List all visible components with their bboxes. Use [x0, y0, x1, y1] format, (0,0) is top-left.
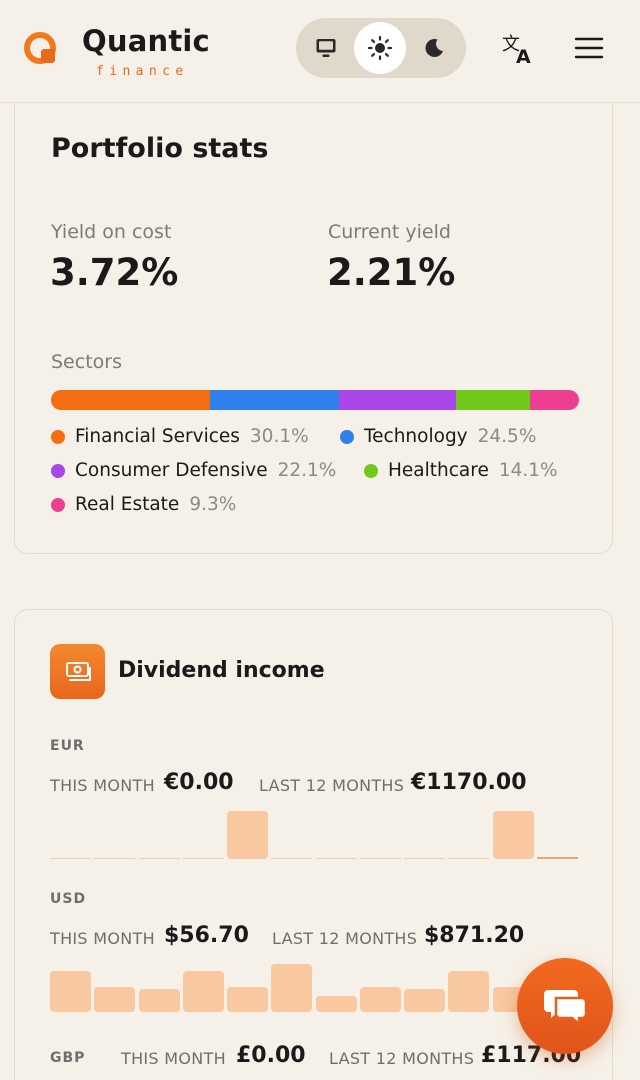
legend-dot — [340, 429, 354, 444]
usd-last-12-months-value: $871.20 — [424, 923, 525, 948]
legend-dot — [51, 497, 65, 512]
last-12-months-label: LAST 12 MONTHS — [272, 929, 418, 948]
month-bar[interactable] — [448, 857, 490, 859]
sector-allocation-bar — [51, 390, 579, 410]
sector-segment-real-estate[interactable] — [529, 390, 579, 410]
legend-name: Technology — [364, 426, 468, 447]
sectors-label: Sectors — [51, 351, 122, 373]
last-12-months-label: LAST 12 MONTHS — [329, 1049, 475, 1068]
usd-this-month-value: $56.70 — [164, 923, 249, 948]
month-bar[interactable] — [271, 857, 313, 859]
sector-segment-financial-services[interactable] — [51, 390, 210, 410]
svg-text:A: A — [516, 46, 531, 66]
theme-system-button[interactable] — [300, 22, 352, 74]
theme-switch — [296, 18, 466, 78]
legend-percent: 30.1% — [249, 426, 309, 447]
money-icon — [50, 644, 105, 699]
hamburger-menu-icon[interactable] — [572, 34, 606, 62]
currency-code-usd: USD — [50, 891, 87, 907]
monitor-icon — [316, 39, 336, 57]
logo-title[interactable]: Quantic — [82, 24, 210, 58]
theme-dark-button[interactable] — [408, 22, 460, 74]
legend-name: Consumer Defensive — [75, 460, 268, 481]
legend-item-financial-services[interactable]: Financial Services 30.1% — [51, 426, 309, 447]
legend-percent: 24.5% — [477, 426, 537, 447]
card-title: Portfolio stats — [51, 133, 269, 164]
legend-name: Real Estate — [75, 494, 180, 515]
month-bar[interactable] — [94, 987, 136, 1012]
legend-dot — [364, 463, 378, 478]
month-bar[interactable] — [315, 995, 357, 1012]
eur-this-month-value: €0.00 — [164, 770, 234, 795]
card-title: Dividend income — [118, 658, 325, 683]
legend-item-consumer-defensive[interactable]: Consumer Defensive 22.1% — [51, 460, 336, 481]
app-header: Quantic finance — [0, 0, 640, 103]
theme-light-button[interactable] — [354, 22, 406, 74]
month-bar[interactable] — [404, 989, 446, 1012]
legend-name: Financial Services — [75, 426, 240, 447]
this-month-label: THIS MONTH — [121, 1049, 226, 1068]
quantic-logo-icon[interactable] — [22, 30, 60, 68]
gbp-this-month-value: £0.00 — [236, 1043, 306, 1068]
month-bar[interactable] — [227, 811, 269, 859]
logo-subtitle: finance — [96, 64, 189, 79]
this-month-label: THIS MONTH — [50, 929, 155, 948]
legend-percent: 22.1% — [277, 460, 337, 481]
month-bar[interactable] — [359, 987, 401, 1012]
moon-icon — [425, 38, 443, 57]
month-bar[interactable] — [359, 857, 401, 859]
eur-last-12-months-value: €1170.00 — [411, 770, 527, 795]
last-12-months-label: LAST 12 MONTHS — [259, 776, 405, 795]
month-bar[interactable] — [50, 971, 91, 1012]
legend-percent: 9.3% — [189, 494, 237, 515]
legend-dot — [51, 463, 65, 478]
current-yield-value: 2.21% — [327, 251, 456, 294]
usd-monthly-bars — [50, 956, 578, 1012]
month-bar[interactable] — [138, 857, 180, 859]
legend-item-technology[interactable]: Technology 24.5% — [340, 426, 536, 447]
eur-monthly-bars — [50, 799, 578, 859]
current-yield-label: Current yield — [328, 221, 451, 243]
sun-icon — [367, 35, 393, 61]
month-bar[interactable] — [182, 857, 224, 859]
sector-segment-healthcare[interactable] — [455, 390, 530, 410]
portfolio-stats-card: Portfolio stats Yield on cost 3.72% Curr… — [14, 60, 613, 554]
month-bar[interactable] — [404, 857, 446, 859]
this-month-label: THIS MONTH — [50, 776, 155, 795]
yield-on-cost-value: 3.72% — [50, 251, 179, 294]
currency-code-gbp: GBP — [50, 1050, 86, 1066]
svg-text:文: 文 — [502, 34, 520, 55]
month-bar[interactable] — [448, 971, 490, 1012]
month-bar[interactable] — [138, 989, 180, 1012]
month-bar[interactable] — [227, 987, 269, 1012]
month-bar[interactable] — [94, 857, 136, 859]
legend-item-real-estate[interactable]: Real Estate 9.3% — [51, 494, 236, 515]
month-bar[interactable] — [50, 857, 91, 859]
month-bar[interactable] — [537, 857, 578, 859]
legend-dot — [51, 429, 65, 444]
legend-name: Healthcare — [388, 460, 489, 481]
translate-icon[interactable]: 文 A — [500, 30, 536, 66]
yield-on-cost-label: Yield on cost — [51, 221, 172, 243]
legend-item-healthcare[interactable]: Healthcare 14.1% — [364, 460, 558, 481]
month-bar[interactable] — [492, 811, 534, 859]
month-bar[interactable] — [182, 971, 224, 1012]
month-bar[interactable] — [315, 857, 357, 859]
sector-segment-consumer-defensive[interactable] — [338, 390, 456, 410]
dividend-income-card: Dividend income EUR THIS MONTH €0.00 LAS… — [14, 609, 613, 1080]
banknote-icon — [65, 661, 91, 681]
chat-bubbles-icon — [544, 990, 588, 1026]
currency-code-eur: EUR — [50, 738, 85, 754]
month-bar[interactable] — [271, 964, 313, 1012]
sector-segment-technology[interactable] — [209, 390, 339, 410]
legend-percent: 14.1% — [498, 460, 558, 481]
chat-button[interactable] — [517, 958, 613, 1054]
